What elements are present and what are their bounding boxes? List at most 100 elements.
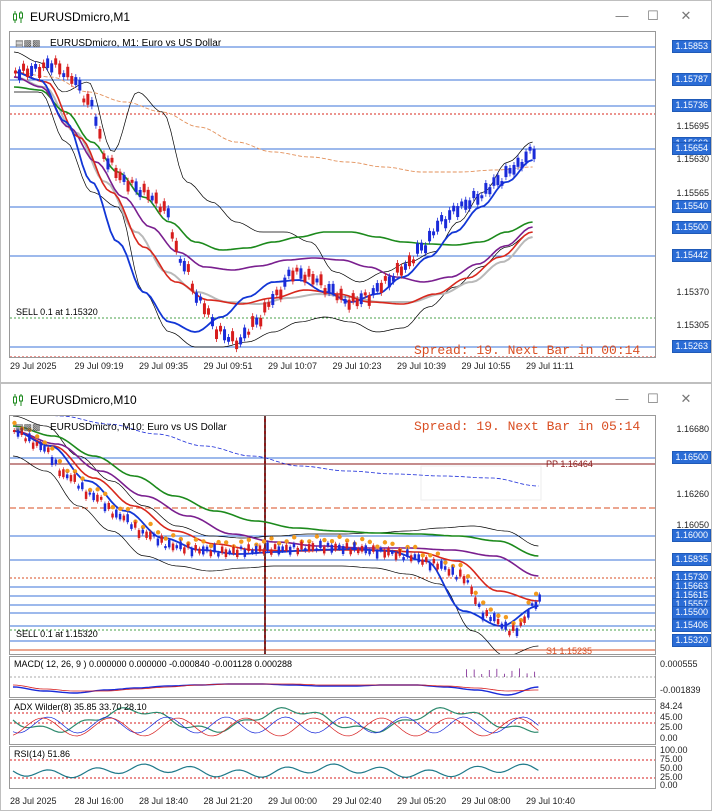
parabolic-sar-dot — [140, 524, 146, 530]
candle-body — [399, 266, 403, 276]
window-titlebar[interactable]: EURUSDmicro,M1 — ☐ ✕ — [1, 1, 711, 31]
candle-body — [20, 428, 24, 435]
minimize-icon[interactable]: — — [615, 391, 629, 406]
candle-body — [496, 619, 500, 625]
price-chart-m10[interactable]: EURUSDmicro, M10: Euro vs US Dollar ▤▩▩ … — [9, 415, 656, 655]
parabolic-sar-dot — [344, 538, 350, 543]
rsi-subwindow[interactable]: RSI(14) 51.86 — [9, 746, 656, 789]
candle-body — [262, 549, 265, 554]
candle-body — [464, 199, 468, 210]
candle-body — [114, 167, 118, 178]
candle-body — [295, 267, 299, 272]
parabolic-sar-dot — [87, 487, 93, 493]
chart-window-m10[interactable]: EURUSDmicro,M10 — ☐ ✕ EURUSDmicro, M10: … — [0, 383, 712, 811]
candle-body — [452, 205, 456, 212]
candle-body — [428, 230, 432, 242]
candle-body — [311, 543, 315, 551]
price-chart-canvas — [10, 416, 655, 654]
candle-body — [402, 557, 405, 561]
parabolic-sar-dot — [171, 533, 176, 538]
candle-body — [489, 616, 492, 622]
candle-body — [444, 219, 448, 229]
candle-body — [146, 189, 150, 200]
candle-body — [194, 292, 198, 303]
candle-body — [488, 187, 492, 195]
candle-body — [96, 494, 99, 502]
candle-body — [24, 438, 27, 442]
candle-body — [440, 215, 444, 222]
candle-body — [480, 195, 484, 199]
candle-body — [175, 545, 179, 549]
price-label: 1.16500 — [672, 451, 711, 464]
window-titlebar[interactable]: EURUSDmicro,M10 — ☐ ✕ — [1, 384, 711, 414]
candle-body — [247, 544, 250, 552]
time-label: 29 Jul 10:39 — [397, 361, 447, 371]
chart-toolbar-icons[interactable]: ▤▩▩ — [15, 422, 41, 432]
sell-order-label: SELL 0.1 at 1.15320 — [16, 629, 98, 639]
candle-body — [341, 546, 345, 555]
candle-body — [66, 66, 70, 78]
candle-body — [387, 276, 391, 288]
candle-body — [360, 545, 364, 552]
price-label: 1.15370 — [676, 287, 709, 297]
adx-main-line — [12, 706, 539, 733]
candle-body — [279, 289, 283, 300]
candle-body — [149, 531, 152, 540]
candle-body — [451, 567, 454, 575]
close-icon[interactable]: ✕ — [680, 8, 692, 23]
bollinger-lower-line — [12, 455, 539, 654]
candle-body — [54, 459, 58, 465]
candle-body — [202, 303, 206, 315]
adx-subwindow[interactable]: ADX Wilder(8) 35.85 33.70 28.10 — [9, 699, 656, 745]
candle-body — [186, 543, 190, 548]
candle-body — [477, 603, 481, 607]
candle-body — [58, 470, 61, 477]
candle-body — [243, 549, 247, 557]
price-scale-m1[interactable]: 1.158531.157871.157361.156951.156621.156… — [656, 31, 712, 358]
macd-subwindow[interactable]: MACD( 12, 26, 9 ) 0.000000 0.000000 -0.0… — [9, 656, 656, 698]
maximize-icon[interactable]: ☐ — [647, 8, 659, 23]
candle-body — [145, 531, 148, 538]
parabolic-sar-dot — [314, 534, 320, 539]
candle-body — [174, 240, 178, 252]
price-scale-m10[interactable]: 1.16680 1.16500 1.16260 1.16050 1.16000 1.158… — [656, 415, 712, 655]
candle-body — [436, 220, 440, 232]
candle-body — [347, 299, 351, 310]
chart-toolbar-icons[interactable]: ▤▩▩ — [15, 38, 41, 48]
candle-body — [371, 288, 375, 296]
minimize-icon[interactable]: — — [615, 8, 629, 23]
time-label: 28 Jul 18:40 — [139, 796, 189, 806]
ma-purple-line — [13, 76, 533, 283]
candle-body — [267, 302, 271, 307]
candle-body — [70, 75, 74, 84]
chart-window-m1[interactable]: EURUSDmicro,M1 — ☐ ✕ EURUSDmicro, M1: Eu… — [0, 0, 712, 383]
price-chart-m1[interactable]: EURUSDmicro, M1: Euro vs US Dollar ▤▩▩ S… — [9, 31, 656, 358]
price-label: 1.15835 — [672, 553, 711, 566]
candle-body — [220, 546, 224, 553]
candle-body — [270, 549, 273, 555]
time-label: 29 Jul 02:40 — [332, 796, 382, 806]
candle-body — [456, 206, 460, 218]
rsi-scale-25: 25.00 — [660, 772, 683, 782]
candle-body — [69, 475, 73, 482]
price-label: 1.15406 — [672, 619, 711, 632]
parabolic-sar-dot — [496, 613, 501, 618]
candle-body — [92, 492, 95, 501]
close-icon[interactable]: ✕ — [680, 391, 692, 406]
candle-body — [167, 539, 171, 548]
candle-body — [42, 62, 46, 69]
parabolic-sar-dot — [118, 506, 123, 512]
maximize-icon[interactable]: ☐ — [647, 391, 659, 406]
candle-body — [307, 544, 311, 552]
parabolic-sar-dot — [12, 420, 17, 426]
time-label: 29 Jul 11:11 — [526, 361, 574, 371]
adx-scale: 84.24 45.00 25.00 0.00 — [656, 699, 712, 745]
candle-body — [182, 260, 186, 272]
candle-body — [512, 164, 516, 175]
candle-body — [170, 232, 174, 239]
macd-signal-line — [12, 683, 539, 692]
adx-scale-0: 0.00 — [660, 733, 678, 743]
candle-body — [205, 546, 209, 552]
candle-body — [462, 576, 466, 584]
candle-body — [413, 554, 417, 559]
